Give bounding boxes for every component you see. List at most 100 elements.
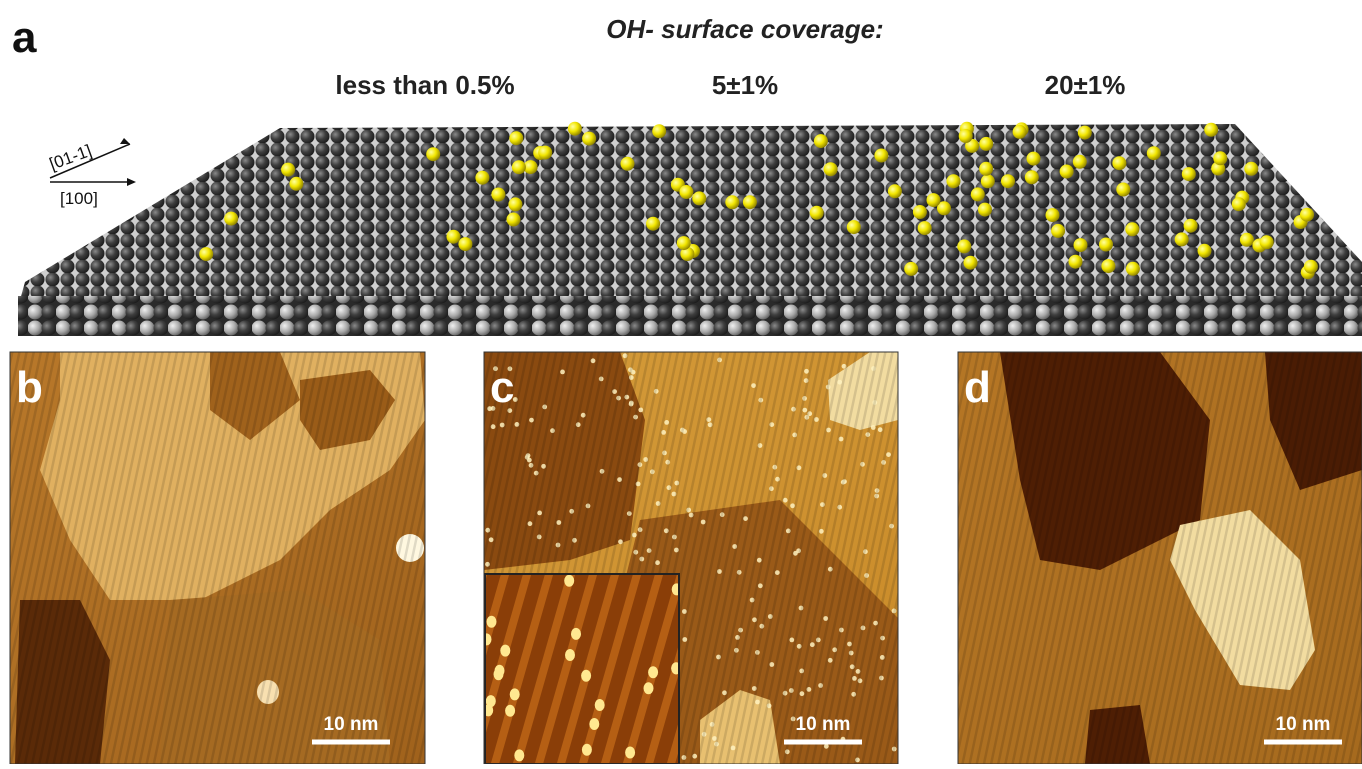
oh-dot [440, 626, 450, 638]
panel-label: d [964, 363, 991, 412]
oh-dot [443, 691, 453, 703]
oh-adatom [568, 122, 582, 136]
oh-adatom [957, 239, 971, 253]
oh-dot [494, 668, 504, 680]
panel-a: a OH- surface coverage: less than 0.5% 5… [12, 13, 1362, 336]
oh-dot [571, 628, 581, 640]
oh-dot [564, 575, 574, 587]
oh-dot [565, 649, 575, 661]
oh-adatom [1074, 238, 1088, 252]
oh-adatom [1078, 126, 1092, 140]
panel-d: d 10 nm [958, 352, 1362, 764]
oh-dot [425, 753, 435, 764]
oh-adatom [964, 256, 978, 270]
oh-dot [581, 670, 591, 682]
scale-label: 10 nm [796, 714, 851, 735]
oh-adatom [810, 206, 824, 220]
oh-adatom [1244, 162, 1258, 176]
oh-adatom [888, 184, 902, 198]
oh-adatom [847, 220, 861, 234]
oh-dot [644, 682, 654, 694]
oh-adatom [1125, 222, 1139, 236]
oh-adatom [679, 185, 693, 199]
oh-adatom [447, 230, 461, 244]
texture [958, 352, 1362, 764]
oh-adatom [1304, 260, 1318, 274]
oh-adatom [677, 236, 691, 250]
oh-adatom [1198, 244, 1212, 258]
oh-dot [454, 729, 464, 741]
oh-dot [510, 688, 520, 700]
oh-adatom [1126, 262, 1140, 276]
oh-adatom [981, 174, 995, 188]
oh-adatom [1147, 146, 1161, 160]
oh-adatom [1184, 219, 1198, 233]
oh-adatom [824, 162, 838, 176]
oh-adatom [652, 124, 666, 138]
oh-adatom [979, 162, 993, 176]
oh-adatom [458, 237, 472, 251]
oh-adatom [224, 212, 238, 226]
oh-dot [450, 665, 460, 677]
oh-adatom [646, 217, 660, 231]
oh-adatom [1116, 183, 1130, 197]
oh-adatom [1101, 259, 1115, 273]
oh-adatom [1112, 156, 1126, 170]
oh-adatom [512, 160, 526, 174]
oh-dot [595, 699, 605, 711]
oh-adatom [491, 188, 505, 202]
oh-adatom [1260, 235, 1274, 249]
oh-adatom [1060, 165, 1074, 179]
oh-adatom [1001, 174, 1015, 188]
oh-adatom [289, 177, 303, 191]
oh-adatom [1300, 208, 1314, 222]
oh-adatom [1240, 233, 1254, 247]
oh-adatom [959, 129, 973, 143]
arrowhead [127, 178, 136, 186]
oh-adatom [904, 262, 918, 276]
scale-label: 10 nm [324, 714, 379, 735]
oh-adatom [1025, 170, 1039, 184]
oh-dot [482, 633, 492, 645]
oh-adatom [538, 146, 552, 160]
oh-adatom [621, 157, 635, 171]
oh-dot [505, 705, 515, 717]
panel-label: c [490, 363, 514, 412]
oh-dot [458, 561, 468, 573]
oh-dot [514, 749, 524, 761]
oh-dot [500, 645, 510, 657]
figure: a OH- surface coverage: less than 0.5% 5… [0, 0, 1362, 764]
oh-adatom [199, 247, 213, 261]
oh-adatom [1182, 167, 1196, 181]
coverage-label: less than 0.5% [335, 70, 514, 100]
oh-adatom [1069, 255, 1083, 269]
oh-adatom [1027, 152, 1041, 166]
oh-adatom [508, 197, 522, 211]
oh-dot [453, 657, 463, 669]
oh-adatom [947, 174, 961, 188]
coverage-title: OH- surface coverage: [606, 14, 883, 44]
oh-adatom [971, 187, 985, 201]
scale-label: 10 nm [1276, 714, 1331, 735]
slab-front [18, 296, 1362, 336]
oh-dot [648, 666, 658, 678]
oh-dot [487, 616, 497, 628]
direction-label: [100] [60, 189, 98, 208]
oh-dot [450, 666, 460, 678]
oh-adatom [918, 221, 932, 235]
oh-adatom [979, 137, 993, 151]
oh-adatom [426, 147, 440, 161]
oh-adatom [1051, 224, 1065, 238]
oh-adatom [814, 134, 828, 148]
arrowhead [120, 138, 130, 144]
oh-adatom [475, 171, 489, 185]
slab-surface [20, 124, 1362, 300]
oh-dot [474, 660, 484, 672]
oh-adatom [1175, 232, 1189, 246]
oh-adatom [927, 193, 941, 207]
oh-adatom [1013, 125, 1027, 139]
oh-dot [589, 718, 599, 730]
oh-adatom [725, 195, 739, 209]
panel-label: a [12, 13, 37, 62]
oh-adatom [1073, 155, 1087, 169]
